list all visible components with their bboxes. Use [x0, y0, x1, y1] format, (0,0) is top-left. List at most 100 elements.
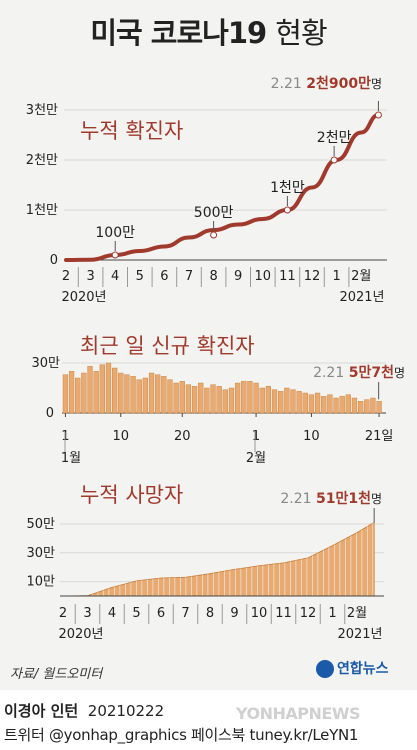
- daily-bar: [351, 397, 358, 414]
- cases-y-tick-label: 3천만: [26, 103, 58, 118]
- daily-x-tick-label: 20: [174, 429, 191, 444]
- daily-bar: [68, 371, 75, 414]
- cases-x-tick-label: 12: [304, 269, 321, 284]
- cases-milestone-point: [210, 231, 218, 239]
- source-note: 자료/ 월드오미터: [10, 667, 103, 682]
- cases-x-tick-label: 2: [62, 269, 70, 284]
- title-sub: 현황: [275, 16, 327, 50]
- page-title: 미국 코로나19 현황: [0, 10, 417, 52]
- deaths-x-tick-label: 9: [230, 606, 238, 621]
- daily-bar: [81, 372, 87, 414]
- daily-bar: [216, 386, 222, 414]
- daily-bar: [333, 397, 339, 414]
- deaths-x-tick-label: 2: [59, 606, 67, 621]
- deaths-x-tick-label: 2월: [347, 606, 367, 621]
- daily-bar: [290, 389, 296, 414]
- daily-bar: [198, 382, 204, 414]
- cases-milestone-label: 1천만: [270, 180, 305, 196]
- daily-bar: [302, 392, 308, 414]
- cases-x-tick-label: 10: [255, 269, 272, 284]
- deaths-x-tick-label: 1: [328, 606, 336, 621]
- daily-y-tick-label: 30만: [31, 356, 60, 371]
- deaths-y-tick-label: 10만: [26, 575, 55, 590]
- logo-icon: [316, 660, 334, 678]
- daily-month-label-jan: 1월: [61, 451, 81, 466]
- credit-author: 이경아 인턴: [4, 702, 79, 720]
- cases-x-tick-label: 4: [111, 269, 119, 284]
- cases-x-tick-label: 9: [234, 269, 242, 284]
- cases-x-tick-label: 1: [332, 269, 340, 284]
- cases-x-tick-label: 2월: [351, 269, 371, 284]
- daily-bar: [62, 374, 69, 414]
- deaths-x-tick-label: 11: [275, 606, 292, 621]
- daily-bar: [265, 386, 272, 414]
- daily-x-tick-label: 21일: [365, 429, 394, 444]
- cases-chart-title: 누적 확진자: [80, 119, 183, 143]
- deaths-year-label-2020: 2020년: [58, 627, 103, 642]
- cases-latest-point: [374, 111, 382, 119]
- deaths-x-tick-label: 7: [181, 606, 189, 621]
- daily-bar: [99, 364, 105, 414]
- deaths-x-tick-label: 5: [132, 606, 140, 621]
- daily-bar: [296, 391, 302, 414]
- deaths-series-area: [62, 521, 375, 597]
- cases-x-tick-label: 7: [185, 269, 193, 284]
- daily-month-label-feb: 2월: [246, 451, 266, 466]
- daily-bar: [105, 362, 112, 414]
- deaths-y-tick-label: 30만: [26, 546, 55, 561]
- daily-bar: [148, 372, 155, 414]
- cases-milestone-label: 2천만: [317, 130, 352, 146]
- deaths-latest-label: 2.21 51만1천명: [280, 491, 382, 507]
- deaths-x-tick-label: 3: [83, 606, 91, 621]
- daily-bar: [345, 394, 351, 414]
- daily-bar: [155, 374, 161, 414]
- daily-bar: [234, 382, 241, 414]
- daily-bar: [376, 401, 382, 414]
- daily-bar: [191, 386, 198, 414]
- deaths-x-tick-label: 12: [300, 606, 317, 621]
- cases-x-tick-label: 5: [136, 269, 144, 284]
- daily-bar: [247, 381, 253, 414]
- cases-y-tick-label: 0: [50, 253, 58, 268]
- cases-milestone-point: [283, 206, 291, 214]
- deaths-y-tick-label: 50만: [26, 517, 55, 532]
- daily-bar: [124, 374, 130, 414]
- daily-bar: [87, 366, 93, 414]
- cases-latest-label: 2.21 2천900만명: [271, 76, 382, 92]
- daily-bar: [173, 382, 179, 414]
- daily-bar: [327, 394, 333, 414]
- daily-x-tick-label: 1: [252, 429, 260, 444]
- cases-milestone-label: 500만: [194, 205, 234, 221]
- daily-bar: [259, 387, 265, 414]
- cases-x-tick-label: 8: [209, 269, 217, 284]
- daily-bar: [228, 387, 235, 414]
- cases-y-tick-label: 2천만: [26, 153, 58, 168]
- daily-bar: [93, 371, 99, 414]
- daily-bar: [364, 399, 370, 414]
- daily-y-tick-label: 0: [46, 406, 54, 421]
- daily-x-tick-label: 10: [113, 429, 130, 444]
- daily-bar: [142, 377, 148, 414]
- logo-text: 연합뉴스: [337, 661, 389, 677]
- cases-year-label-2020: 2020년: [61, 290, 106, 305]
- credit-line: 이경아 인턴 20210222: [4, 700, 164, 721]
- deaths-year-label-2021: 2021년: [337, 627, 382, 642]
- credit-social: 트위터 @yonhap_graphics 페이스북 tuney.kr/LeYN1: [4, 726, 359, 744]
- daily-bar: [210, 384, 216, 414]
- daily-bar: [321, 396, 327, 414]
- cases-milestone-label: 100만: [95, 225, 135, 241]
- cases-milestone-point: [330, 156, 338, 164]
- title-main: 미국 코로나19: [90, 16, 267, 50]
- deaths-x-tick-label: 8: [206, 606, 214, 621]
- daily-bar: [185, 384, 192, 414]
- credit-date: 20210222: [87, 702, 165, 720]
- daily-bar: [130, 376, 136, 414]
- daily-bar: [75, 377, 81, 414]
- deaths-chart-title: 누적 사망자: [80, 483, 183, 507]
- daily-x-tick-label: 10: [303, 429, 320, 444]
- cases-milestone-point: [111, 251, 119, 259]
- daily-bar: [222, 389, 228, 414]
- daily-bar: [167, 379, 173, 414]
- daily-bar: [241, 381, 247, 414]
